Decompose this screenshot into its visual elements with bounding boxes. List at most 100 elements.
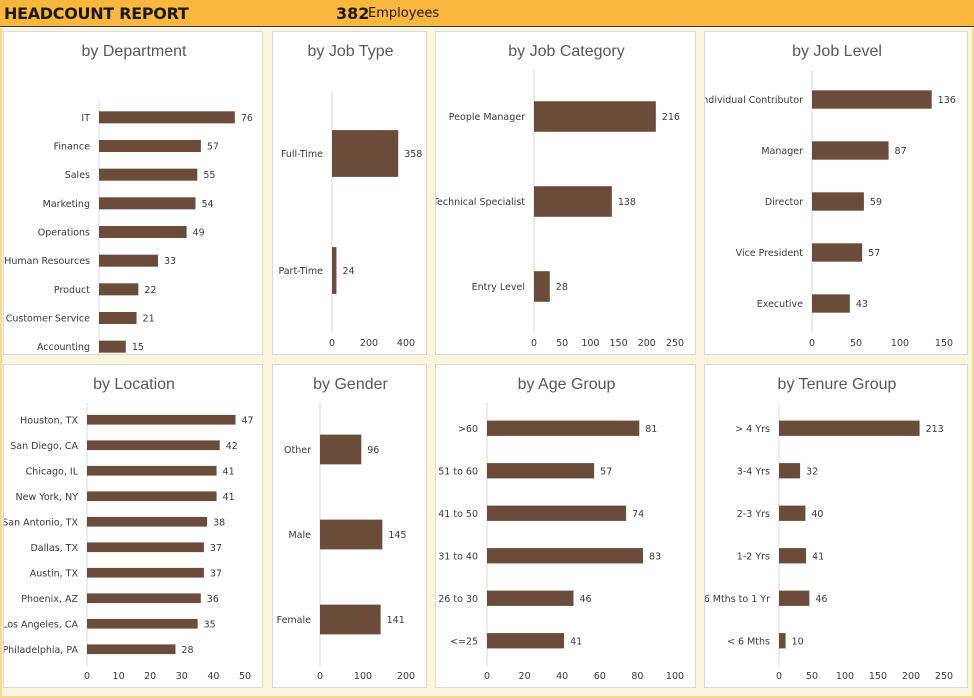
chart-panel-jobtype: by Job Type Full-Time 358 Part-Time 24 0 200 40… (272, 31, 427, 355)
jobtype-tick-label: 400 (397, 338, 415, 349)
jobcategory-data-label: 138 (618, 197, 636, 208)
location-tick-label: 40 (207, 671, 219, 682)
agegroup-tick-label: 0 (484, 671, 490, 682)
tenuregroup-tick-label: 100 (836, 671, 854, 682)
agegroup-bar (487, 590, 574, 606)
agegroup-bar (487, 463, 595, 479)
tenuregroup-data-label: 46 (815, 594, 827, 605)
report-title: HEADCOUNT REPORT (4, 4, 189, 23)
jobtype-category-label: Part-Time (278, 266, 323, 277)
department-data-label: 33 (164, 256, 176, 267)
location-category-label: Phoenix, AZ (21, 594, 78, 605)
location-data-label: 37 (210, 568, 222, 579)
chart-tenuregroup: by Tenure Group > 4 Yrs 213 3-4 Yrs 32 2-3 Yr… (705, 376, 953, 682)
jobcategory-category-label: People Manager (449, 112, 525, 123)
gender-data-label: 145 (388, 530, 406, 541)
agegroup-title: by Age Group (518, 376, 616, 393)
department-bar (99, 225, 187, 239)
tenuregroup-data-label: 41 (812, 551, 824, 562)
tenuregroup-bar (779, 633, 786, 649)
jobcategory-tick-label: 50 (556, 338, 568, 349)
department-data-label: 22 (144, 285, 156, 296)
agegroup-category-label: 26 to 30 (438, 594, 478, 605)
tenuregroup-bar (779, 548, 807, 564)
agegroup-data-label: 81 (645, 424, 657, 435)
joblevel-category-label: Individual Contributor (705, 95, 803, 106)
agegroup-tick-label: 100 (666, 671, 684, 682)
joblevel-tick-label: 150 (935, 338, 953, 349)
joblevel-category-label: Vice President (736, 248, 804, 259)
gender-tick-label: 200 (397, 671, 415, 682)
location-category-label: Chicago, IL (26, 466, 79, 477)
tenuregroup-title: by Tenure Group (778, 376, 897, 393)
gender-category-label: Female (277, 615, 312, 626)
location-bar (87, 414, 236, 425)
employee-count: 382 (336, 4, 370, 23)
location-bar (87, 542, 204, 553)
jobtype-bar (332, 130, 399, 177)
jobcategory-data-label: 216 (662, 112, 680, 123)
agegroup-tick-label: 80 (631, 671, 643, 682)
tenuregroup-bar (779, 420, 920, 436)
location-data-label: 36 (207, 594, 219, 605)
location-category-label: Philadelphia, PA (4, 645, 78, 656)
tenuregroup-tick-label: 150 (869, 671, 887, 682)
jobcategory-tick-label: 150 (610, 338, 628, 349)
location-bar (87, 440, 220, 451)
jobcategory-tick-label: 250 (666, 338, 684, 349)
location-tick-label: 10 (113, 671, 125, 682)
department-category-label: IT (81, 113, 90, 124)
department-category-label: Human Resources (4, 256, 90, 267)
location-category-label: San Diego, CA (10, 441, 78, 452)
joblevel-data-label: 57 (868, 248, 880, 259)
department-data-label: 49 (193, 228, 205, 239)
department-category-label: Finance (54, 142, 90, 153)
agegroup-bar (487, 420, 640, 436)
department-category-label: Operations (38, 228, 90, 239)
chart-agegroup: by Age Group >60 81 51 to 60 57 41 to 50 74 31 … (438, 376, 684, 682)
chart-panel-tenuregroup: by Tenure Group > 4 Yrs 213 3-4 Yrs 32 2-3 Yr… (704, 364, 968, 688)
agegroup-data-label: 46 (579, 594, 591, 605)
joblevel-data-label: 43 (856, 299, 868, 310)
department-category-label: Sales (65, 170, 90, 181)
location-data-label: 37 (210, 543, 222, 554)
department-data-label: 15 (132, 342, 144, 353)
joblevel-bar (812, 141, 889, 160)
tenuregroup-data-label: 10 (792, 636, 804, 647)
agegroup-category-label: 31 to 40 (438, 551, 478, 562)
chart-location: by Location Houston, TX 47 San Diego, CA 42 C… (4, 376, 254, 682)
jobtype-data-label: 358 (404, 149, 422, 160)
joblevel-tick-label: 100 (891, 338, 909, 349)
chart-gender: by Gender Other 96 Male 145 Female 141 0 100 200 (277, 376, 415, 682)
location-bar (87, 644, 176, 655)
agegroup-category-label: <=25 (450, 636, 478, 647)
agegroup-bar (487, 633, 565, 649)
department-bar (99, 254, 158, 267)
location-bar (87, 516, 208, 527)
tenuregroup-category-label: < 6 Mths (727, 636, 770, 647)
department-bar (99, 111, 235, 124)
tenuregroup-bar (779, 463, 801, 479)
chart-department: by Department IT 76 Finance 57 Sales 55 Marketi… (4, 43, 253, 356)
jobcategory-category-label: Technical Specialist (436, 197, 525, 208)
gender-tick-label: 100 (354, 671, 372, 682)
jobtype-bar (332, 247, 337, 294)
joblevel-tick-label: 0 (809, 338, 815, 349)
location-data-label: 42 (226, 441, 238, 452)
joblevel-title: by Job Level (792, 43, 882, 60)
agegroup-data-label: 57 (600, 466, 612, 477)
tenuregroup-tick-label: 50 (806, 671, 818, 682)
tenuregroup-data-label: 40 (811, 509, 823, 520)
location-bar (87, 491, 217, 502)
agegroup-data-label: 74 (632, 509, 644, 520)
jobtype-title: by Job Type (308, 43, 394, 60)
department-bar (99, 168, 198, 181)
tenuregroup-data-label: 32 (806, 466, 818, 477)
department-category-label: Accounting (37, 342, 90, 353)
location-bar (87, 465, 217, 476)
jobtype-category-label: Full-Time (281, 149, 323, 160)
location-tick-label: 50 (239, 671, 251, 682)
tenuregroup-tick-label: 0 (776, 671, 782, 682)
gender-bar (320, 519, 383, 550)
employee-count-label: Employees (368, 6, 440, 21)
